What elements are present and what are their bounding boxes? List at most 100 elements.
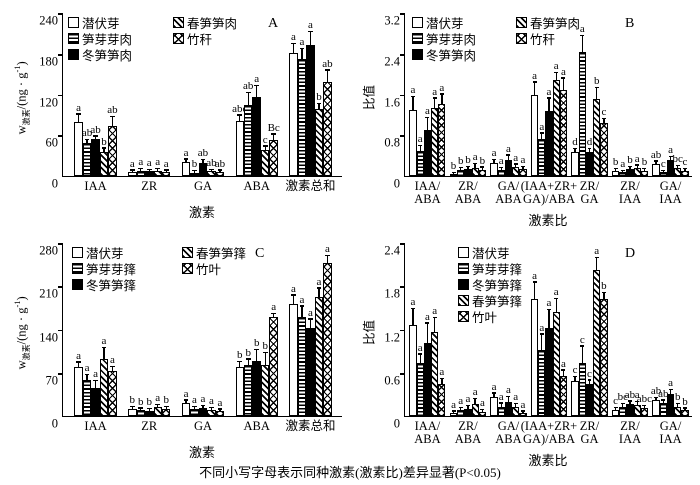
legend-label: 冬笋笋箨 (472, 279, 523, 293)
error-bar (441, 94, 443, 104)
x-category-label: ZR/GA (579, 419, 600, 447)
error-bar (157, 404, 159, 408)
significance-letter: a (209, 394, 214, 407)
significance-letter: a (532, 69, 537, 82)
panel-letter: D (625, 246, 636, 261)
x-category-label: GA/ABA (495, 179, 522, 207)
x-category-label: 激素总和 (285, 179, 336, 193)
bar (519, 413, 527, 416)
error-bar (86, 140, 88, 144)
bar (600, 299, 608, 416)
legend-label: 潜伏芽 (472, 247, 510, 261)
bar (681, 170, 689, 176)
significance-letter: c (587, 367, 592, 380)
legend-item: 春笋笋箨 (182, 243, 292, 262)
error-bar-cap (254, 84, 260, 87)
error-bar-cap (654, 160, 659, 162)
bar (545, 110, 553, 176)
legend-d: 潜伏芽 笋芽芽箨 冬笋笋箨 春笋笋箨 竹叶 (458, 245, 522, 325)
bar (145, 171, 154, 176)
error-bar-cap (547, 97, 551, 99)
legend-swatch-diag-icon (182, 247, 193, 258)
y-tick-mark (58, 243, 63, 245)
bar (409, 110, 417, 176)
error-bar-cap (411, 95, 415, 98)
significance-letter: a (439, 366, 445, 379)
error-bar-cap (620, 170, 625, 172)
error-bar-cap (200, 404, 206, 407)
error-bar-cap (661, 170, 666, 172)
error-bar-cap (299, 305, 305, 307)
error-bar-cap (594, 256, 599, 259)
y-tick-label: 2.4 (384, 243, 400, 258)
error-bar (165, 407, 167, 410)
legend-label: 潜伏芽 (426, 17, 464, 31)
error-bar (555, 73, 557, 80)
bar (235, 367, 244, 416)
legend-label: 竹秆 (187, 33, 213, 47)
error-bar (318, 104, 320, 110)
error-bar (677, 166, 679, 168)
error-bar (562, 370, 565, 377)
error-bar (467, 167, 469, 170)
significance-letter: b (129, 394, 136, 407)
significance-letter: abc (232, 102, 248, 115)
significance-letter: b (191, 158, 198, 171)
significance-letter: b (612, 156, 619, 169)
error-bar-cap (84, 373, 90, 376)
error-bar-cap (580, 35, 585, 37)
error-bar (247, 359, 249, 366)
error-bar (474, 399, 476, 404)
significance-letter: Bc (267, 121, 280, 134)
bar (633, 405, 641, 416)
error-bar (581, 36, 583, 52)
significance-letter: a (560, 357, 566, 370)
error-bar (131, 407, 133, 410)
error-bar-cap (217, 169, 223, 171)
significance-letter: a (634, 389, 640, 402)
error-bar-cap (561, 77, 566, 79)
error-bar (219, 409, 221, 412)
x-category-label: IAA/ABA (414, 179, 441, 207)
panel-letter: A (268, 16, 279, 31)
error-bar-cap (192, 169, 197, 172)
error-bar (474, 164, 476, 168)
x-category-label: ZR (141, 419, 158, 433)
error-bar-cap (492, 392, 497, 394)
bar (161, 409, 171, 416)
bar (674, 406, 682, 416)
legend-swatch-cross-icon (516, 33, 527, 44)
bar (190, 172, 199, 176)
error-bar (185, 400, 187, 404)
significance-letter: a (620, 158, 626, 171)
error-bar-cap (245, 358, 251, 360)
significance-letter: a (539, 321, 545, 334)
error-bar (86, 375, 88, 381)
legend-label: 笋芽芽箨 (472, 263, 523, 277)
error-bar-cap (465, 165, 470, 168)
bar (478, 169, 486, 176)
legend-item: 潜伏芽 (412, 13, 516, 32)
bar (244, 105, 253, 176)
error-bar (210, 407, 213, 410)
significance-letter: a (84, 362, 90, 375)
significance-letter: b (465, 154, 471, 167)
significance-letter: a (110, 354, 115, 367)
bar (74, 367, 83, 416)
error-bar (412, 97, 414, 111)
error-bar (318, 288, 320, 297)
error-bar-cap (93, 380, 98, 382)
error-bar (662, 400, 664, 404)
error-bar (131, 170, 133, 172)
error-bar-cap (138, 167, 144, 170)
significance-letter: a (506, 142, 511, 155)
bar (504, 160, 513, 176)
error-bar (596, 88, 598, 99)
legend-swatch-cross-icon (173, 33, 184, 44)
significance-letter: ab (658, 387, 669, 400)
